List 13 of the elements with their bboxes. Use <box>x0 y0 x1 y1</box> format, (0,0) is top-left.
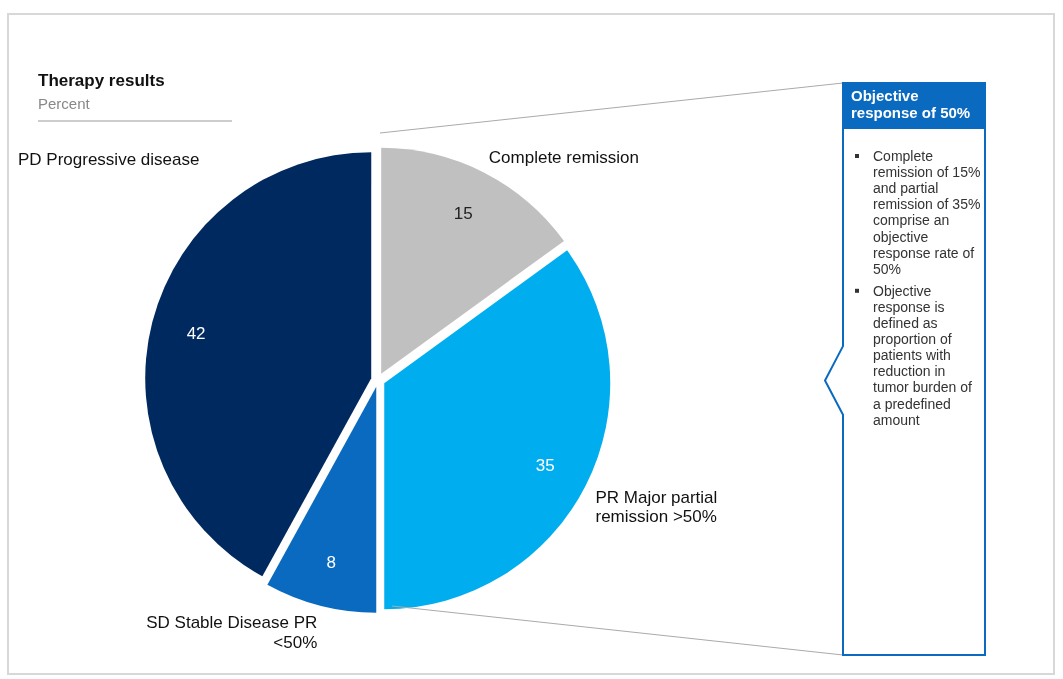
data-label: 8 <box>326 552 337 572</box>
slice-label: SD Stable Disease PR <50% <box>146 613 318 652</box>
slice-label: PR Major partial remission >50% <box>595 487 718 527</box>
text: Objective response of 50% <box>851 87 971 122</box>
data-label: 35 <box>535 456 555 476</box>
slice-label: PD Progressive disease <box>18 150 200 170</box>
chart-subtitle: Percent <box>38 95 91 112</box>
slice-label: Complete remission <box>488 147 640 167</box>
text: Objective response is defined as proportion of patients with reduction in tumor burden of a predefined amount <box>873 282 972 428</box>
data-label: 42 <box>186 324 206 344</box>
chart-title: Therapy results <box>38 71 165 90</box>
text: Complete remission of 15% and partial remission of 35% comprise an objective response rate of 50% <box>873 148 981 277</box>
data-label: 15 <box>453 203 473 223</box>
